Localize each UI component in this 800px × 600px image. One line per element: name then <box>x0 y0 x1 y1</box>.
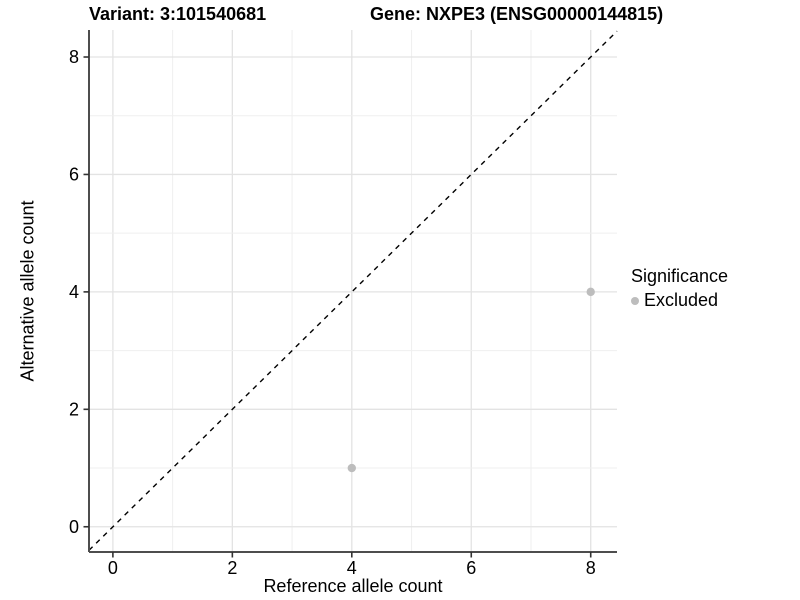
y-tick-label: 0 <box>69 517 79 537</box>
legend-title: Significance <box>631 266 729 286</box>
y-tick-label: 2 <box>69 399 79 419</box>
legend-item-label: Excluded <box>644 290 719 310</box>
data-point <box>586 287 595 297</box>
x-tick-label: 6 <box>466 558 476 578</box>
legend: Significance Excluded <box>631 266 728 311</box>
y-axis-title: Alternative allele count <box>17 200 38 382</box>
variant-title: Variant: 3:101540681 <box>89 4 267 24</box>
y-tick-label: 8 <box>69 47 79 67</box>
x-axis-title: Reference allele count <box>263 576 443 596</box>
excluded-point-swatch-icon <box>631 296 639 305</box>
x-tick-label: 4 <box>347 558 357 578</box>
legend-item-excluded: Excluded <box>631 290 728 311</box>
data-point <box>347 463 357 473</box>
gene-title: Gene: NXPE3 (ENSG00000144815) <box>370 4 664 24</box>
identity-reference-line <box>88 30 618 551</box>
x-tick-label: 8 <box>586 558 596 578</box>
x-tick-label: 0 <box>108 558 118 578</box>
y-tick-label: 4 <box>69 282 79 302</box>
y-tick-label: 6 <box>69 164 79 184</box>
x-tick-label: 2 <box>227 558 237 578</box>
